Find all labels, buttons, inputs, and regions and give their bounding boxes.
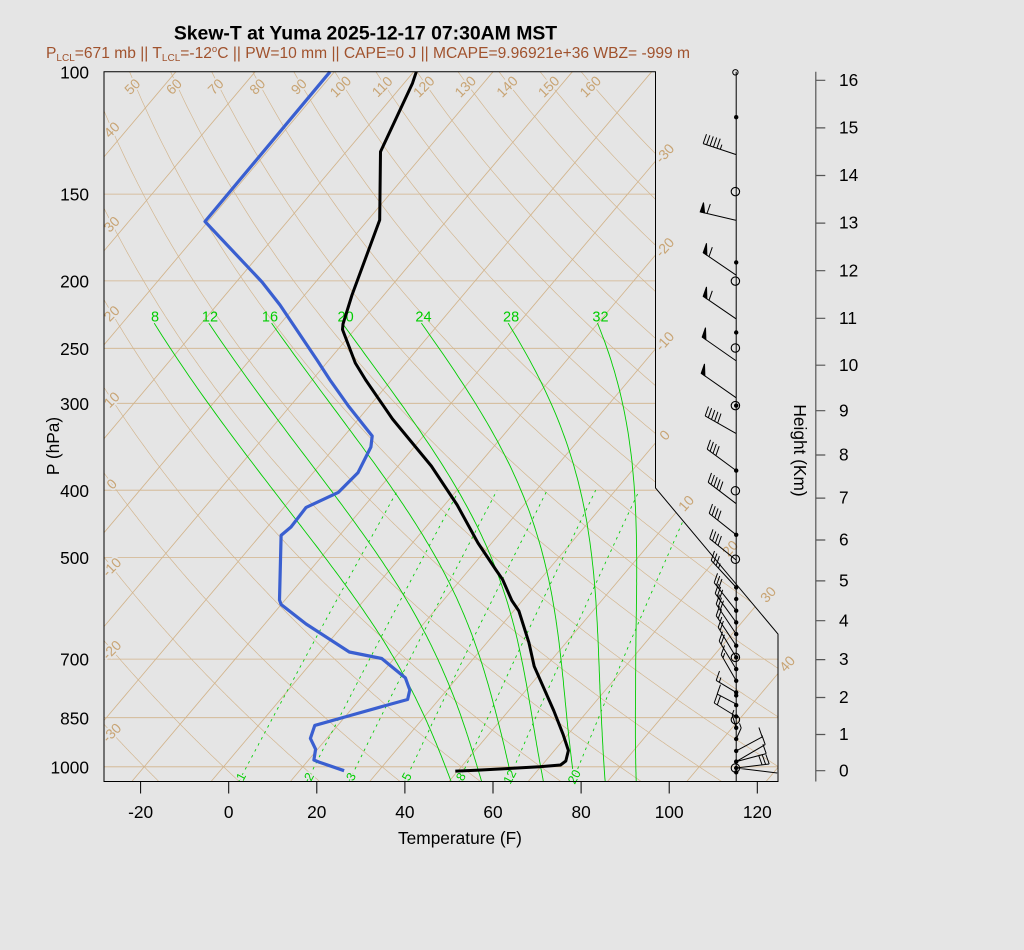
- svg-text:80: 80: [571, 802, 590, 822]
- svg-text:16: 16: [839, 70, 858, 90]
- svg-text:Height (Km): Height (Km): [790, 404, 810, 496]
- svg-text:150: 150: [60, 185, 89, 205]
- svg-text:8: 8: [151, 310, 159, 326]
- svg-text:10: 10: [839, 355, 858, 375]
- svg-text:4: 4: [839, 610, 849, 630]
- svg-text:100: 100: [655, 802, 684, 822]
- svg-text:15: 15: [839, 117, 858, 137]
- svg-text:0: 0: [839, 760, 849, 780]
- svg-text:12: 12: [839, 260, 858, 280]
- svg-text:9: 9: [839, 400, 849, 420]
- svg-text:20: 20: [307, 802, 326, 822]
- svg-text:5: 5: [839, 570, 849, 590]
- svg-text:6: 6: [839, 530, 849, 550]
- svg-text:500: 500: [60, 548, 89, 568]
- svg-text:8: 8: [839, 445, 849, 465]
- svg-text:-20: -20: [128, 802, 153, 822]
- svg-text:12: 12: [202, 310, 218, 326]
- svg-text:300: 300: [60, 394, 89, 414]
- svg-text:100: 100: [60, 62, 89, 82]
- svg-text:32: 32: [592, 310, 608, 326]
- svg-text:Temperature (F): Temperature (F): [398, 828, 522, 848]
- svg-text:Skew-T at Yuma 2025-12-17 07:3: Skew-T at Yuma 2025-12-17 07:30AM MST: [174, 23, 557, 45]
- svg-text:40: 40: [395, 802, 414, 822]
- svg-text:P (hPa): P (hPa): [43, 417, 63, 475]
- svg-text:200: 200: [60, 271, 89, 291]
- svg-text:700: 700: [60, 650, 89, 670]
- svg-text:400: 400: [60, 481, 89, 501]
- svg-text:0: 0: [224, 802, 234, 822]
- svg-text:120: 120: [743, 802, 772, 822]
- svg-text:60: 60: [483, 802, 502, 822]
- svg-text:7: 7: [839, 488, 849, 508]
- svg-text:PLCL=671 mb || TLCL=-12oC || P: PLCL=671 mb || TLCL=-12oC || PW=10 mm ||…: [46, 44, 690, 64]
- svg-text:1: 1: [839, 724, 849, 744]
- svg-text:11: 11: [839, 308, 857, 328]
- svg-text:16: 16: [262, 310, 278, 326]
- svg-text:14: 14: [839, 165, 859, 185]
- svg-text:13: 13: [839, 213, 858, 233]
- svg-text:2: 2: [839, 687, 849, 707]
- svg-text:3: 3: [839, 649, 849, 669]
- svg-text:1000: 1000: [51, 757, 89, 777]
- svg-text:250: 250: [60, 339, 89, 359]
- svg-text:28: 28: [503, 310, 519, 326]
- svg-text:850: 850: [60, 708, 89, 728]
- svg-text:24: 24: [415, 310, 431, 326]
